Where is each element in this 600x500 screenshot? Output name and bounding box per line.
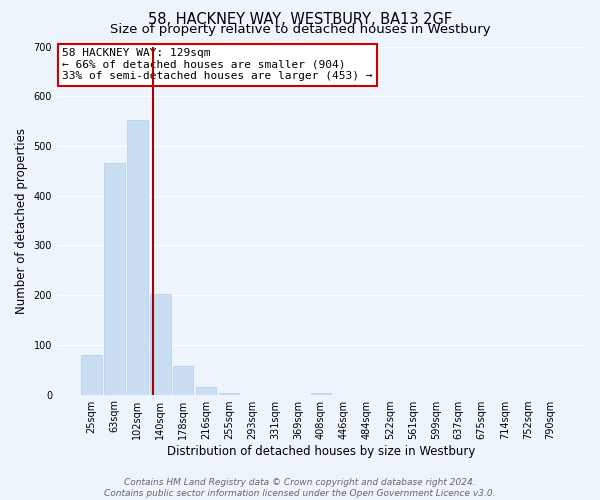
Text: Size of property relative to detached houses in Westbury: Size of property relative to detached ho… (110, 22, 490, 36)
Bar (150, 294, 170, 394)
Bar (127, 120, 148, 394)
Y-axis label: Number of detached properties: Number of detached properties (15, 128, 28, 314)
Bar (81, 355, 101, 395)
Text: Contains HM Land Registry data © Crown copyright and database right 2024.
Contai: Contains HM Land Registry data © Crown c… (104, 478, 496, 498)
Bar (219, 393, 239, 394)
Bar (311, 393, 331, 394)
X-axis label: Distribution of detached houses by size in Westbury: Distribution of detached houses by size … (167, 444, 475, 458)
Bar (173, 366, 193, 394)
Text: 58 HACKNEY WAY: 129sqm
← 66% of detached houses are smaller (904)
33% of semi-de: 58 HACKNEY WAY: 129sqm ← 66% of detached… (62, 48, 373, 82)
Bar (104, 164, 125, 394)
Text: 58, HACKNEY WAY, WESTBURY, BA13 2GF: 58, HACKNEY WAY, WESTBURY, BA13 2GF (148, 12, 452, 28)
Bar (196, 387, 217, 394)
